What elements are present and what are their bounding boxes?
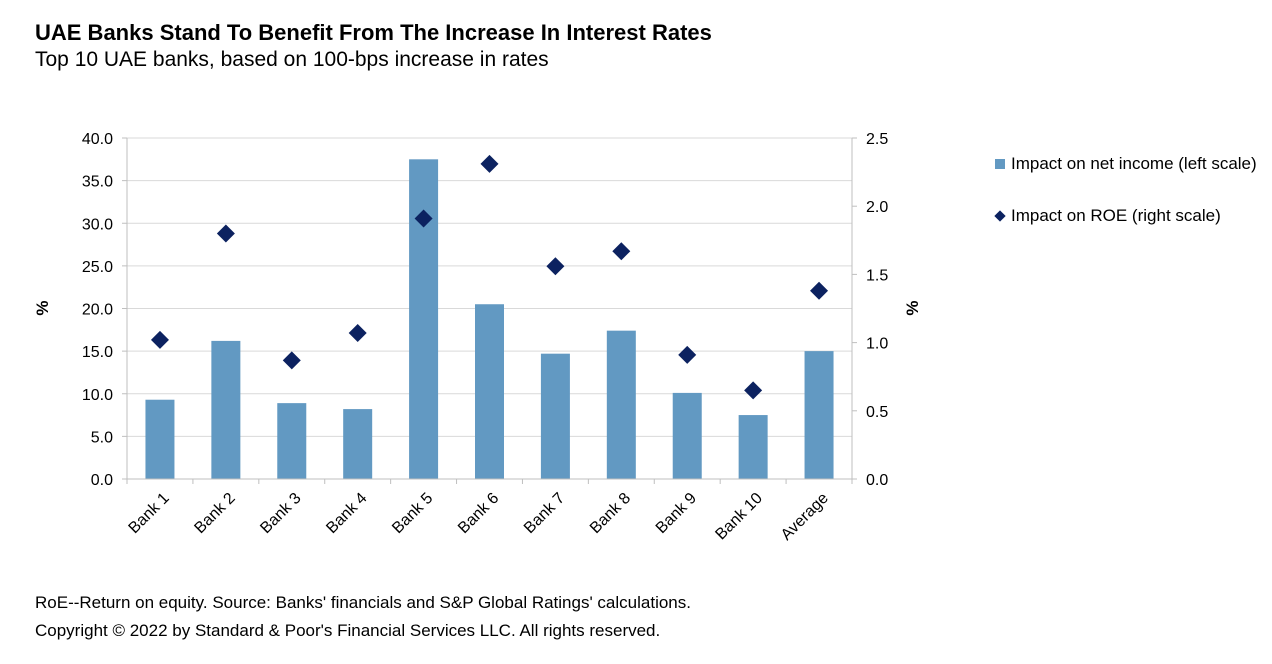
roe-marker bbox=[216, 224, 235, 243]
legend-item-roe: Impact on ROE (right scale) bbox=[994, 205, 1265, 227]
bar bbox=[475, 304, 504, 479]
bar bbox=[738, 415, 768, 479]
category-labels: Bank 1 Bank 2 Bank 3 Bank 4 Bank 5 Bank 6 Bank… bbox=[126, 490, 832, 544]
right-tick-label: 0.0 bbox=[866, 472, 888, 489]
bar bbox=[277, 403, 307, 479]
marker-series bbox=[150, 154, 829, 400]
left-tick-label: 5.0 bbox=[91, 429, 113, 446]
left-axis-ticks: 0.0 5.0 10.0 15.0 20.0 25.0 30.0 35.0 40.0 bbox=[82, 131, 127, 489]
right-tick-label: 2.0 bbox=[866, 199, 888, 216]
roe-marker bbox=[282, 351, 301, 370]
left-tick-label: 0.0 bbox=[91, 472, 113, 489]
bar bbox=[343, 409, 373, 479]
left-tick-label: 15.0 bbox=[82, 344, 113, 361]
footer-note: RoE--Return on equity. Source: Banks' fi… bbox=[35, 593, 691, 612]
roe-marker bbox=[744, 381, 763, 400]
category-label: Bank 3 bbox=[257, 490, 304, 537]
bar bbox=[540, 353, 570, 479]
left-axis-label: % bbox=[33, 300, 52, 315]
legend: Impact on net income (left scale) Impact… bbox=[994, 153, 1265, 257]
roe-marker bbox=[612, 242, 631, 261]
category-label: Bank 6 bbox=[455, 490, 502, 537]
right-tick-label: 1.0 bbox=[866, 336, 888, 353]
right-tick-label: 2.5 bbox=[866, 131, 888, 148]
category-label: Bank 2 bbox=[191, 490, 238, 537]
right-tick-label: 0.5 bbox=[866, 404, 888, 421]
right-axis-label: % bbox=[903, 300, 922, 315]
footer-copyright: Copyright © 2022 by Standard & Poor's Fi… bbox=[35, 621, 661, 640]
left-tick-label: 35.0 bbox=[82, 174, 113, 191]
right-tick-label: 1.5 bbox=[866, 267, 888, 284]
bar bbox=[606, 330, 636, 479]
left-tick-label: 10.0 bbox=[82, 387, 113, 404]
right-axis-ticks: 0.0 0.5 1.0 1.5 2.0 2.5 bbox=[852, 131, 888, 489]
roe-marker bbox=[546, 257, 565, 276]
category-label: Bank 8 bbox=[587, 490, 634, 537]
axes bbox=[126, 138, 853, 484]
category-label: Bank 5 bbox=[389, 490, 436, 537]
bar bbox=[804, 351, 834, 479]
category-label: Bank 9 bbox=[653, 490, 700, 537]
bar bbox=[145, 399, 175, 479]
category-label: Bank 4 bbox=[323, 490, 370, 537]
roe-marker bbox=[150, 330, 169, 349]
roe-marker bbox=[810, 281, 829, 300]
left-tick-label: 25.0 bbox=[82, 259, 113, 276]
left-tick-label: 20.0 bbox=[82, 302, 113, 319]
legend-diamond-swatch bbox=[994, 210, 1006, 222]
left-tick-label: 30.0 bbox=[82, 216, 113, 233]
bar bbox=[211, 340, 241, 479]
roe-marker bbox=[414, 209, 433, 228]
left-tick-label: 40.0 bbox=[82, 131, 113, 148]
bar bbox=[672, 392, 702, 479]
category-label: Bank 10 bbox=[712, 490, 766, 544]
category-label: Bank 1 bbox=[126, 490, 173, 537]
roe-marker bbox=[348, 324, 367, 343]
roe-marker bbox=[480, 154, 499, 173]
legend-item-net-income: Impact on net income (left scale) bbox=[995, 153, 1265, 175]
legend-label-roe: Impact on ROE (right scale) bbox=[1011, 206, 1221, 225]
bar bbox=[409, 159, 439, 479]
bar-series bbox=[145, 159, 834, 479]
roe-marker bbox=[678, 345, 697, 364]
legend-bar-swatch bbox=[995, 159, 1005, 169]
category-label: Bank 7 bbox=[521, 490, 568, 537]
chart-title: UAE Banks Stand To Benefit From The Incr… bbox=[35, 20, 712, 45]
chart-subtitle: Top 10 UAE banks, based on 100-bps incre… bbox=[35, 48, 549, 71]
category-label: Average bbox=[778, 490, 832, 544]
legend-label-net-income: Impact on net income (left scale) bbox=[1011, 154, 1257, 173]
